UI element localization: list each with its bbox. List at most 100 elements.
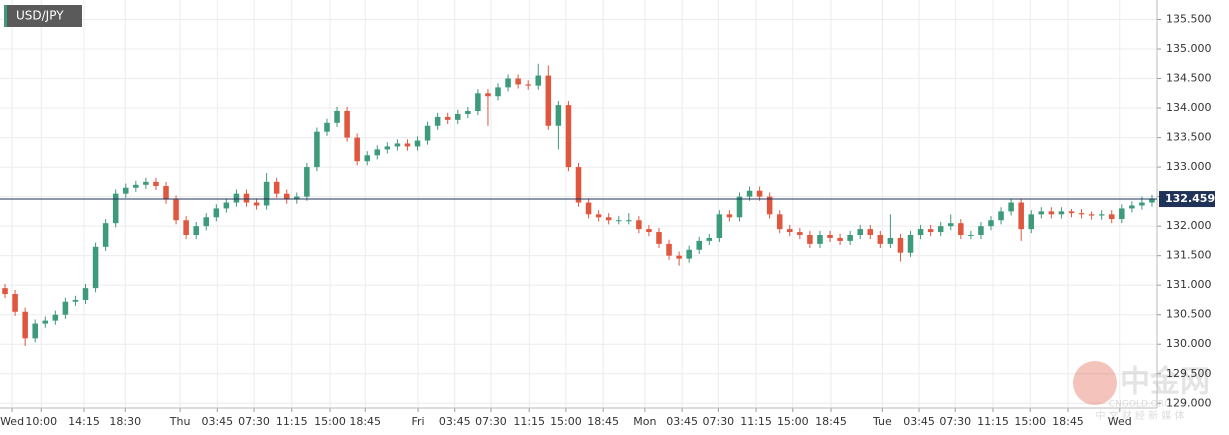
- candle-body: [827, 234, 833, 238]
- candle-body: [32, 323, 38, 339]
- y-tick-label: 129.000: [1166, 396, 1212, 409]
- x-tick-label: 18:45: [1052, 415, 1084, 428]
- candle-body: [646, 229, 652, 233]
- candle-body: [978, 226, 984, 235]
- candle-body: [968, 234, 974, 236]
- candle-body: [22, 311, 28, 339]
- candle-body: [283, 193, 290, 200]
- x-tick-label: 15:00: [550, 415, 582, 428]
- chart-title: USD/JPY: [16, 9, 64, 23]
- candle-body: [555, 105, 562, 126]
- y-tick-label: 135.000: [1166, 42, 1212, 55]
- candle-body: [736, 196, 743, 218]
- candle-body: [1098, 214, 1105, 216]
- y-tick-label: 133.000: [1166, 160, 1212, 173]
- candle-body: [2, 288, 8, 295]
- y-tick-label: 130.500: [1166, 308, 1212, 321]
- candle-body: [143, 181, 149, 185]
- x-tick-label: 11:15: [513, 415, 545, 428]
- candle-body: [897, 237, 904, 253]
- candle-body: [334, 111, 340, 123]
- candle-body: [72, 299, 79, 302]
- candle-body: [434, 116, 441, 126]
- x-tick-label: 11:15: [740, 415, 772, 428]
- candle-body: [706, 237, 713, 241]
- candle-body: [364, 155, 370, 162]
- candle-body: [314, 131, 320, 168]
- candle-body: [52, 314, 59, 321]
- candle-body: [585, 202, 592, 215]
- grid: [0, 0, 1157, 408]
- candle-body: [766, 196, 773, 215]
- candle-body: [595, 214, 602, 218]
- candle-body: [223, 202, 230, 209]
- candle-body: [153, 181, 159, 186]
- candle-body: [122, 187, 129, 194]
- candle-body: [656, 232, 662, 244]
- candle-body: [475, 93, 481, 112]
- title-accent: [4, 5, 7, 27]
- candle-body: [947, 223, 954, 227]
- watermark-tagline: 中 文 财 经 新 媒 体: [1095, 409, 1184, 422]
- candle-body: [575, 167, 582, 203]
- candle-body: [807, 234, 813, 244]
- candle-body: [927, 229, 934, 233]
- candle-body: [243, 193, 250, 203]
- x-tick-label: 15:00: [777, 415, 809, 428]
- watermark-logo-icon: [1073, 361, 1117, 405]
- x-tick-label: 18:30: [109, 415, 141, 428]
- candle-body: [253, 202, 260, 206]
- candle-body: [183, 220, 189, 235]
- candle-body: [937, 226, 944, 233]
- candle-body: [465, 111, 471, 114]
- candle-body: [505, 78, 511, 88]
- title-box: [4, 5, 82, 27]
- candle-body: [112, 193, 119, 224]
- candle-body: [917, 229, 924, 235]
- candle-body: [485, 93, 491, 97]
- candle-body: [726, 214, 733, 218]
- candle-body: [756, 190, 763, 197]
- x-tick-label: Thu: [169, 415, 191, 428]
- candle-body: [535, 75, 542, 86]
- candle-body: [686, 249, 692, 259]
- candle-body: [193, 226, 199, 235]
- candle-body: [1008, 202, 1014, 212]
- x-tick-label: Fri: [411, 415, 424, 428]
- candle-body: [384, 146, 391, 150]
- candle-body: [213, 208, 220, 218]
- candle-body: [324, 122, 330, 132]
- last-price-label: 132.459: [1165, 192, 1215, 205]
- candle-body: [565, 105, 572, 168]
- candle-body: [1048, 211, 1055, 215]
- x-tick-label: 11:15: [977, 415, 1009, 428]
- candle-body: [82, 288, 89, 300]
- x-tick-label: 03:45: [903, 415, 935, 428]
- x-tick-label: 18:45: [587, 415, 619, 428]
- candle-body: [877, 234, 884, 244]
- candle-body: [444, 116, 451, 120]
- candle-body: [354, 137, 360, 162]
- candle-body: [716, 214, 723, 238]
- y-tick-label: 134.000: [1166, 101, 1212, 114]
- x-tick-label: 07:30: [238, 415, 270, 428]
- x-tick-label: Wed: [1108, 415, 1132, 428]
- candle-body: [525, 84, 531, 86]
- candle-body: [605, 217, 612, 221]
- y-tick-label: 132.000: [1166, 219, 1212, 232]
- candle-body: [515, 78, 521, 85]
- x-tick-label: 07:30: [939, 415, 971, 428]
- candle-body: [1068, 211, 1075, 214]
- candle-body: [163, 185, 169, 200]
- candle-body: [203, 217, 210, 227]
- candle-body: [1119, 208, 1125, 220]
- candle-body: [746, 190, 753, 197]
- candle-body: [988, 220, 994, 227]
- last-price-box: [1159, 191, 1215, 208]
- x-tick-label: 18:45: [815, 415, 847, 428]
- watermark-site: CNGOLD.ORG: [1109, 400, 1171, 410]
- candle-body: [837, 237, 843, 241]
- candle-body: [1108, 214, 1115, 220]
- watermark-logo: 中金网: [1120, 365, 1210, 400]
- x-tick-label: 18:45: [349, 415, 381, 428]
